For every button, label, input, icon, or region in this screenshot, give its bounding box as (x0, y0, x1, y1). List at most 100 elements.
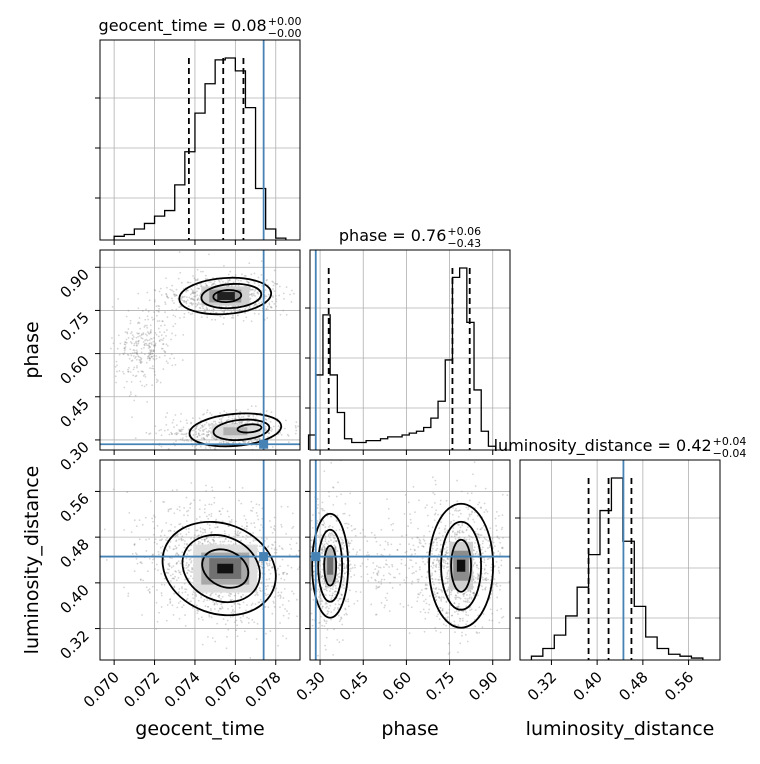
sample-point (431, 544, 434, 547)
sample-point (431, 553, 433, 555)
sample-point (250, 288, 253, 291)
sample-point (140, 370, 143, 373)
sample-point (221, 520, 224, 523)
sample-point (436, 592, 439, 595)
sample-point (178, 505, 181, 508)
sample-point (388, 566, 390, 568)
sample-point (266, 278, 268, 281)
sample-point (227, 416, 230, 418)
sample-point (135, 558, 138, 560)
sample-point (292, 592, 295, 595)
sample-point (337, 481, 340, 484)
sample-point (220, 421, 223, 424)
sample-point (457, 613, 459, 615)
sample-point (246, 604, 248, 606)
sample-point (139, 359, 142, 362)
sample-point (472, 592, 475, 595)
sample-point (403, 579, 406, 581)
sample-point (338, 557, 341, 560)
sample-point (312, 598, 315, 601)
sample-point (428, 608, 431, 611)
sample-point (229, 616, 232, 618)
sample-point (143, 344, 146, 347)
sample-point (244, 440, 247, 443)
sample-point (488, 546, 491, 549)
sample-point (438, 596, 440, 599)
sample-point (296, 568, 299, 570)
x-tick-label: 0.56 (661, 668, 697, 704)
sample-point (447, 569, 450, 572)
sample-point (249, 535, 252, 538)
sample-point (204, 605, 207, 608)
sample-point (157, 327, 160, 330)
sample-point (454, 611, 456, 613)
sample-point (183, 542, 186, 545)
sample-point (137, 370, 140, 373)
sample-point (275, 300, 278, 303)
sample-point (513, 572, 515, 574)
sample-point (457, 651, 459, 654)
sample-point (483, 536, 486, 539)
sample-point (350, 575, 353, 578)
sample-point (166, 536, 169, 539)
sample-point (419, 540, 422, 542)
sample-point (417, 580, 420, 583)
sample-point (260, 260, 263, 263)
sample-point (162, 337, 165, 340)
sample-point (426, 504, 428, 507)
sample-point (212, 543, 215, 545)
sample-point (231, 418, 234, 420)
sample-point (467, 508, 470, 511)
sample-point (122, 372, 125, 375)
sample-point (272, 600, 275, 603)
sample-point (205, 284, 208, 286)
sample-point (470, 597, 473, 600)
sample-point (279, 313, 282, 316)
sample-point (226, 419, 229, 422)
sample-point (228, 515, 230, 518)
sample-point (436, 592, 439, 595)
sample-point (306, 610, 308, 612)
sample-point (477, 575, 480, 578)
x-tick-label: 0.40 (570, 668, 606, 704)
sample-point (175, 294, 178, 297)
sample-point (166, 604, 169, 606)
sample-point (115, 360, 118, 363)
sample-point (332, 486, 335, 489)
sample-point (338, 597, 341, 600)
sample-point (264, 585, 267, 588)
sample-point (272, 281, 275, 284)
sample-point (254, 539, 257, 542)
sample-point (187, 566, 189, 568)
sample-point (156, 589, 158, 591)
sample-point (375, 585, 378, 588)
sample-point (177, 277, 180, 280)
sample-point (213, 608, 216, 610)
sample-point (291, 289, 293, 292)
sample-point (443, 528, 446, 531)
sample-point (192, 292, 195, 295)
sample-point (183, 514, 185, 517)
sample-point (494, 545, 496, 548)
sample-point (487, 578, 489, 581)
sample-point (435, 598, 438, 601)
sample-point (435, 537, 438, 540)
sample-point (177, 432, 179, 435)
sample-point (135, 342, 138, 345)
sample-point (437, 613, 440, 616)
sample-point (253, 272, 256, 275)
sample-point (162, 368, 165, 370)
sample-point (205, 490, 208, 492)
sample-point (296, 570, 298, 572)
sample-point (478, 606, 481, 609)
sample-point (148, 299, 151, 302)
sample-point (250, 604, 253, 606)
sample-point (467, 614, 470, 617)
sample-point (215, 593, 217, 596)
sample-point (166, 549, 169, 552)
sample-point (333, 628, 335, 631)
sample-point (329, 583, 331, 586)
sample-point (423, 630, 426, 633)
sample-point (425, 602, 428, 605)
sample-point (124, 348, 126, 350)
